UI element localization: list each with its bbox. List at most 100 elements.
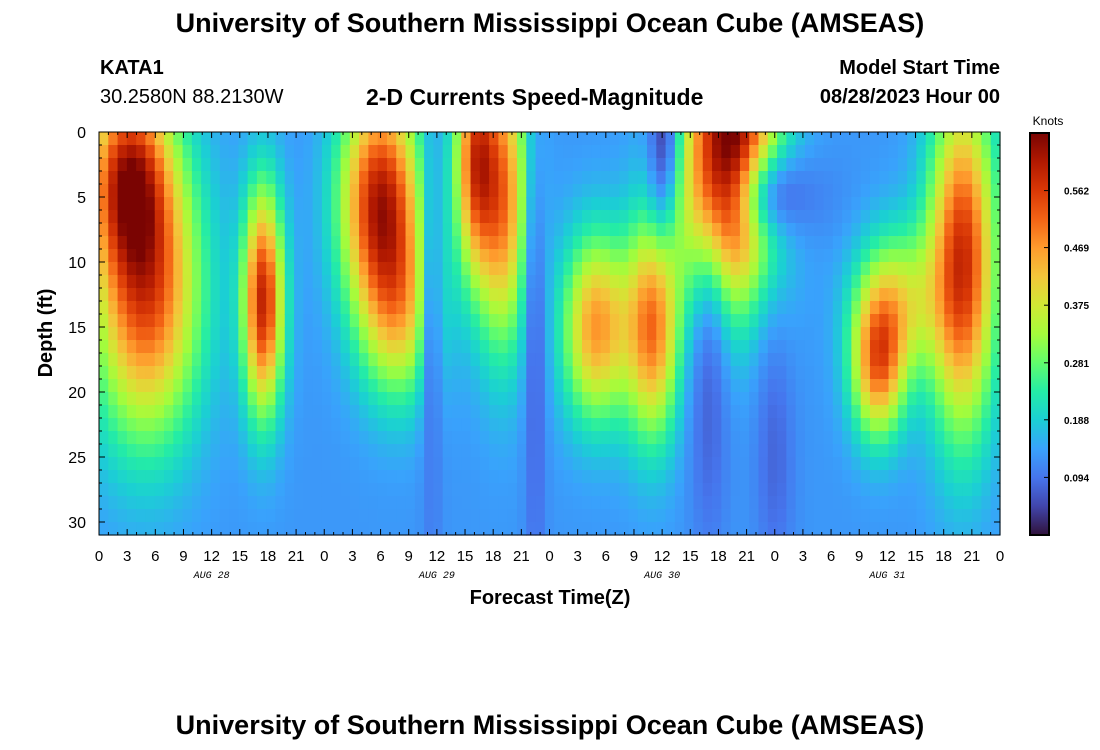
x-tick-label: 21: [513, 548, 530, 565]
heatmap-cell: [433, 327, 444, 341]
heatmap-cell: [442, 210, 453, 224]
heatmap-cell: [554, 444, 565, 458]
heatmap-cell: [182, 457, 193, 471]
heatmap-cell: [582, 171, 592, 185]
heatmap-cell: [173, 457, 184, 471]
heatmap-cell: [972, 327, 983, 341]
heatmap-cell: [99, 392, 109, 406]
heatmap-cell: [414, 431, 425, 445]
heatmap-cell: [702, 522, 713, 536]
heatmap-cell: [108, 470, 119, 484]
heatmap-cell: [563, 314, 574, 328]
heatmap-cell: [368, 379, 379, 393]
heatmap-cell: [647, 522, 657, 536]
heatmap-cell: [712, 353, 722, 367]
heatmap-cell: [600, 366, 611, 380]
heatmap-cell: [591, 236, 602, 250]
x-tick-label: 0: [95, 548, 103, 565]
heatmap-cell: [721, 327, 732, 341]
x-tick-label: 3: [573, 548, 581, 565]
heatmap-cell: [201, 262, 212, 276]
heatmap-cell: [182, 392, 193, 406]
heatmap-cell: [145, 379, 156, 393]
heatmap-cell: [201, 249, 212, 263]
heatmap-cell: [507, 275, 518, 289]
heatmap-cell: [777, 197, 787, 211]
heatmap-cell: [451, 496, 462, 510]
heatmap-cell: [554, 275, 565, 289]
heatmap-cell: [656, 457, 667, 471]
heatmap-cell: [907, 470, 917, 484]
heatmap-cell: [739, 132, 750, 146]
heatmap-cell: [851, 314, 862, 328]
heatmap-cell: [842, 392, 852, 406]
heatmap-cell: [368, 288, 379, 302]
heatmap-cell: [173, 392, 184, 406]
heatmap-cell: [758, 431, 769, 445]
heatmap-cell: [758, 353, 769, 367]
heatmap-cell: [219, 314, 230, 328]
heatmap-cell: [637, 145, 648, 159]
heatmap-cell: [424, 145, 434, 159]
x-tick-label: 12: [429, 548, 446, 565]
heatmap-cell: [266, 314, 277, 328]
heatmap-cell: [990, 457, 1001, 471]
heatmap-cell: [266, 210, 277, 224]
heatmap-cell: [582, 327, 592, 341]
heatmap-cell: [712, 301, 722, 315]
heatmap-cell: [498, 457, 509, 471]
heatmap-cell: [321, 340, 332, 354]
heatmap-cell: [154, 405, 165, 419]
chart-subtitle: 2-D Currents Speed-Magnitude: [366, 84, 704, 110]
heatmap-cell: [126, 210, 137, 224]
heatmap-cell: [944, 431, 955, 445]
heatmap-cell: [470, 496, 481, 510]
heatmap-cell: [851, 392, 862, 406]
x-tick-label: 9: [405, 548, 413, 565]
heatmap-cell: [554, 184, 565, 198]
heatmap-cell: [489, 392, 500, 406]
heatmap-cell: [247, 171, 258, 185]
heatmap-cell: [201, 418, 212, 432]
heatmap-cell: [665, 158, 676, 172]
heatmap-cell: [897, 145, 908, 159]
heatmap-cell: [758, 210, 769, 224]
heatmap-cell: [916, 132, 927, 146]
heatmap-cell: [907, 457, 917, 471]
heatmap-cell: [684, 522, 695, 536]
heatmap-cell: [145, 444, 156, 458]
heatmap-cell: [851, 496, 862, 510]
heatmap-cell: [99, 444, 109, 458]
heatmap-cell: [154, 483, 165, 497]
heatmap-cell: [219, 236, 230, 250]
heatmap-cell: [229, 262, 239, 276]
heatmap-cell: [888, 496, 899, 510]
heatmap-cell: [191, 236, 202, 250]
heatmap-cell: [247, 158, 258, 172]
heatmap-cell: [563, 262, 574, 276]
heatmap-cell: [647, 236, 657, 250]
heatmap-cell: [721, 158, 732, 172]
heatmap-cell: [832, 236, 843, 250]
heatmap-cell: [563, 288, 574, 302]
heatmap-cell: [210, 275, 221, 289]
heatmap-cell: [962, 301, 973, 315]
heatmap-cell: [266, 444, 277, 458]
heatmap-cell: [266, 158, 277, 172]
heatmap-cell: [173, 483, 184, 497]
heatmap-cell: [526, 236, 537, 250]
heatmap-cell: [256, 288, 267, 302]
heatmap-cell: [99, 262, 109, 276]
heatmap-cell: [442, 509, 453, 523]
heatmap-cell: [721, 223, 732, 237]
heatmap-cell: [804, 223, 815, 237]
heatmap-cell: [498, 444, 509, 458]
heatmap-cell: [266, 509, 277, 523]
heatmap-cell: [897, 223, 908, 237]
heatmap-cell: [795, 171, 806, 185]
heatmap-cell: [730, 353, 741, 367]
heatmap-cell: [117, 444, 128, 458]
heatmap-cell: [907, 392, 917, 406]
heatmap-cell: [535, 262, 546, 276]
x-tick-label: 9: [630, 548, 638, 565]
